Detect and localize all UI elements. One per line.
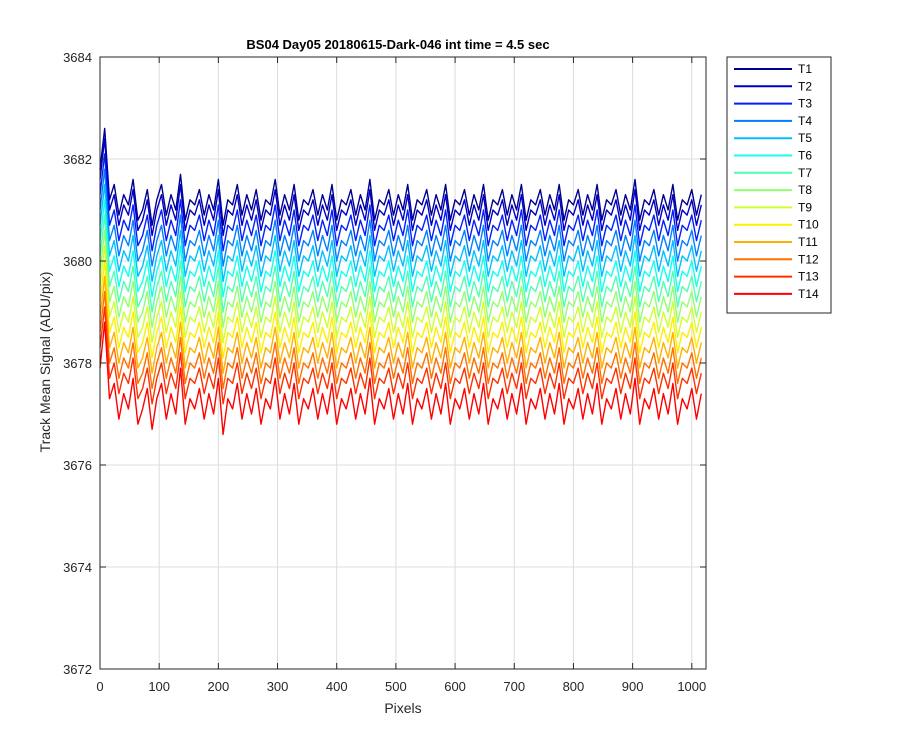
series-line-t6 — [99, 199, 702, 298]
x-tick-label: 300 — [267, 679, 289, 694]
series-line-t10 — [99, 260, 702, 359]
x-tick-label: 200 — [208, 679, 230, 694]
legend-box — [726, 56, 832, 314]
y-tick-label: 3684 — [63, 50, 92, 65]
series-line-t8 — [99, 229, 702, 328]
legend-label: T13 — [798, 270, 819, 284]
series-line-t7 — [99, 214, 702, 313]
x-tick-label: 600 — [444, 679, 466, 694]
legend-label: T3 — [798, 97, 812, 111]
y-tick-label: 3672 — [63, 662, 92, 677]
y-axis: 3672 3674 3676 3678 3680 3682 3684 — [63, 50, 706, 677]
legend-label: T7 — [798, 166, 812, 180]
x-tick-label: 1000 — [677, 679, 706, 694]
y-tick-label: 3680 — [63, 254, 92, 269]
series-line-t13 — [99, 306, 702, 405]
chart-title: BS04 Day05 20180615-Dark-046 int time = … — [246, 37, 549, 52]
series-line-t3 — [99, 153, 702, 252]
series-lines — [99, 127, 702, 436]
legend-label: T5 — [798, 131, 812, 145]
legend-items: T1 T2 T3 T4 T5 T6 T7 T8 T9 T10 T11 T12 T13 T14 — [734, 62, 819, 301]
legend-label: T11 — [798, 235, 818, 249]
legend-label: T14 — [798, 287, 819, 301]
series-line-t1 — [99, 127, 702, 227]
y-tick-label: 3676 — [63, 458, 92, 473]
legend-label: T1 — [798, 62, 812, 76]
x-tick-label: 100 — [148, 679, 170, 694]
x-tick-label: 800 — [563, 679, 585, 694]
series-line-t2 — [99, 137, 702, 237]
legend-label: T4 — [798, 114, 812, 128]
x-tick-label: 0 — [96, 679, 103, 694]
legend-label: T2 — [798, 79, 812, 93]
x-tick-label: 500 — [385, 679, 407, 694]
x-axis-title: Pixels — [384, 700, 421, 716]
series-line-t11 — [99, 275, 702, 374]
y-tick-label: 3674 — [63, 560, 92, 575]
x-tick-label: 900 — [622, 679, 644, 694]
series-line-t12 — [99, 290, 702, 390]
legend-label: T9 — [798, 200, 812, 214]
series-line-t5 — [99, 183, 702, 283]
x-tick-label: 400 — [326, 679, 348, 694]
legend-label: T12 — [798, 252, 819, 266]
y-tick-label: 3682 — [63, 152, 92, 167]
legend: T1 T2 T3 T4 T5 T6 T7 T8 T9 T10 T11 T12 T13 T14 — [726, 56, 832, 314]
legend-label: T6 — [798, 149, 812, 163]
x-axis: 0 100 200 300 400 500 600 700 800 900 1000 — [96, 57, 706, 694]
y-axis-title: Track Mean Signal (ADU/pix) — [37, 272, 53, 453]
legend-label: T10 — [798, 218, 819, 232]
x-tick-label: 700 — [503, 679, 525, 694]
series-line-t4 — [99, 168, 702, 267]
series-line-t14 — [99, 321, 702, 436]
legend-label: T8 — [798, 183, 812, 197]
y-tick-label: 3678 — [63, 356, 92, 371]
series-line-t9 — [99, 244, 702, 344]
